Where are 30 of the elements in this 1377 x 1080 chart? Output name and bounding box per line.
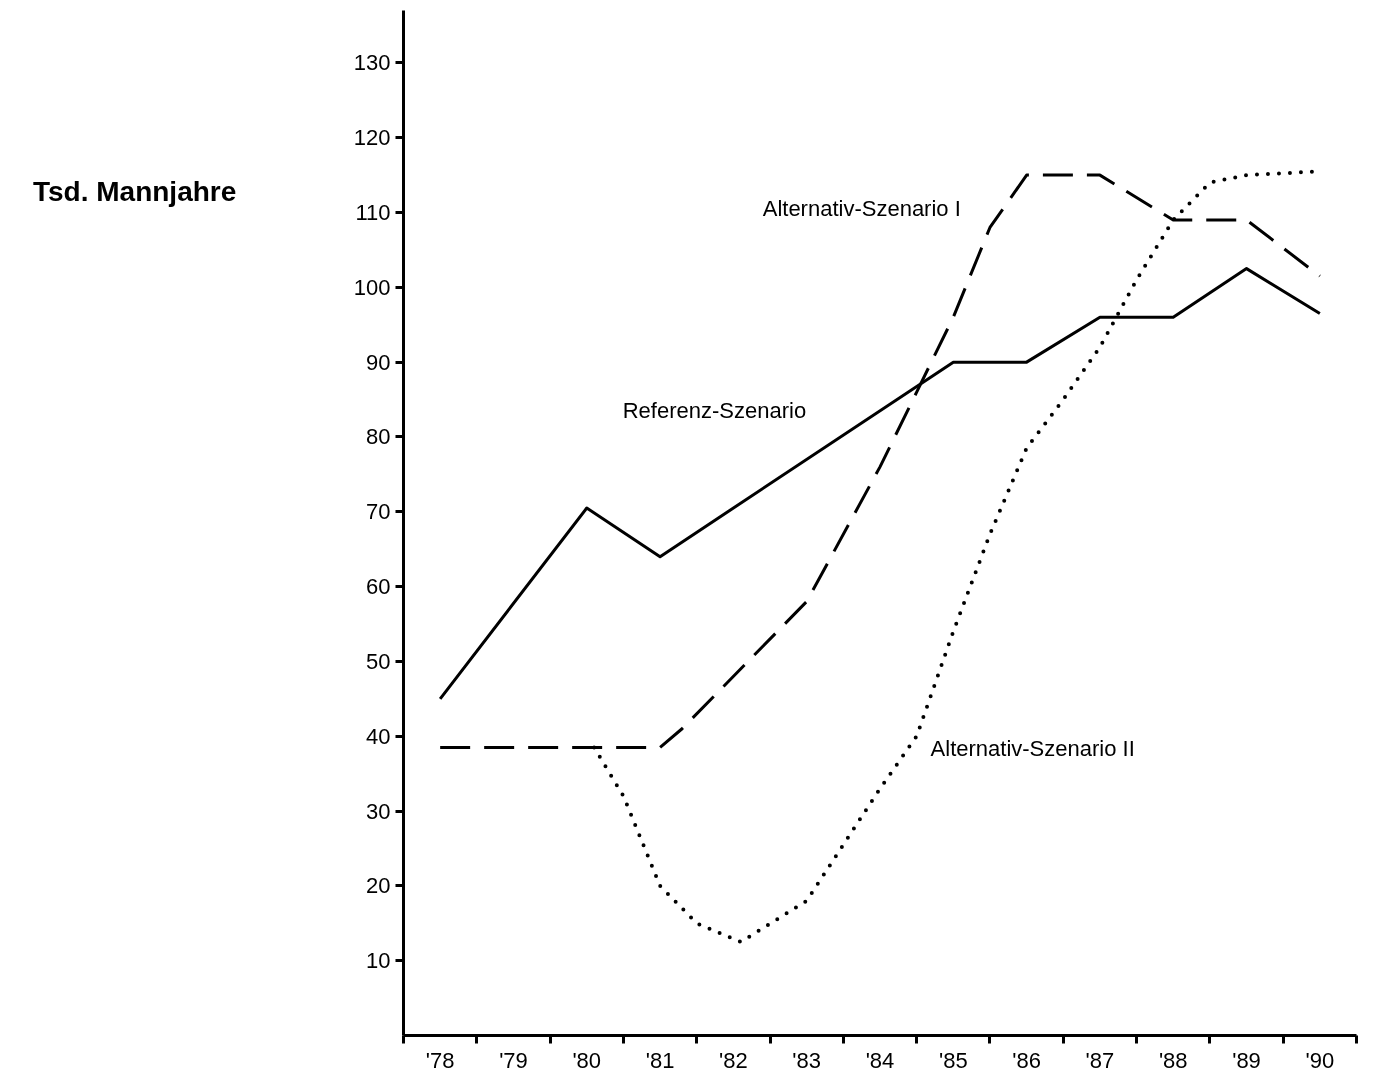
x-tick-label: '83	[792, 1047, 822, 1073]
x-tick-label: '87	[1085, 1047, 1115, 1073]
y-tick-label: 80	[366, 424, 391, 450]
x-tick-label: '88	[1158, 1047, 1188, 1073]
y-tick-label: 70	[366, 499, 391, 525]
series-label: Alternativ-Szenario I	[762, 196, 961, 222]
y-tick-label: 20	[366, 873, 391, 899]
x-tick-label: '81	[645, 1047, 675, 1073]
y-tick-label: 100	[353, 274, 391, 300]
x-tick-label: '89	[1232, 1047, 1261, 1073]
x-tick-label: '79	[499, 1047, 528, 1073]
y-tick-label: 120	[353, 125, 391, 151]
y-tick-label: 30	[366, 798, 391, 824]
y-tick-label: 130	[353, 50, 391, 76]
x-tick-label: '84	[865, 1047, 895, 1073]
y-tick-label: 110	[355, 200, 391, 226]
x-tick-label: '78	[425, 1047, 455, 1073]
x-tick-label: '85	[938, 1047, 968, 1073]
y-tick-label: 10	[366, 948, 391, 974]
x-tick-label: '90	[1305, 1047, 1335, 1073]
y-tick-label: 60	[366, 574, 391, 600]
x-tick-label: '82	[719, 1047, 748, 1073]
y-tick-label: 90	[366, 349, 391, 375]
y-tick-label: 50	[366, 648, 391, 674]
x-tick-label: '80	[572, 1047, 602, 1073]
text: Tsd. Mannjahre	[33, 175, 237, 209]
y-tick-label: 40	[366, 723, 391, 749]
x-tick-label: '86	[1012, 1047, 1041, 1073]
series-label: Alternativ-Szenario II	[930, 735, 1135, 761]
series-label: Referenz-Szenario	[622, 398, 807, 424]
